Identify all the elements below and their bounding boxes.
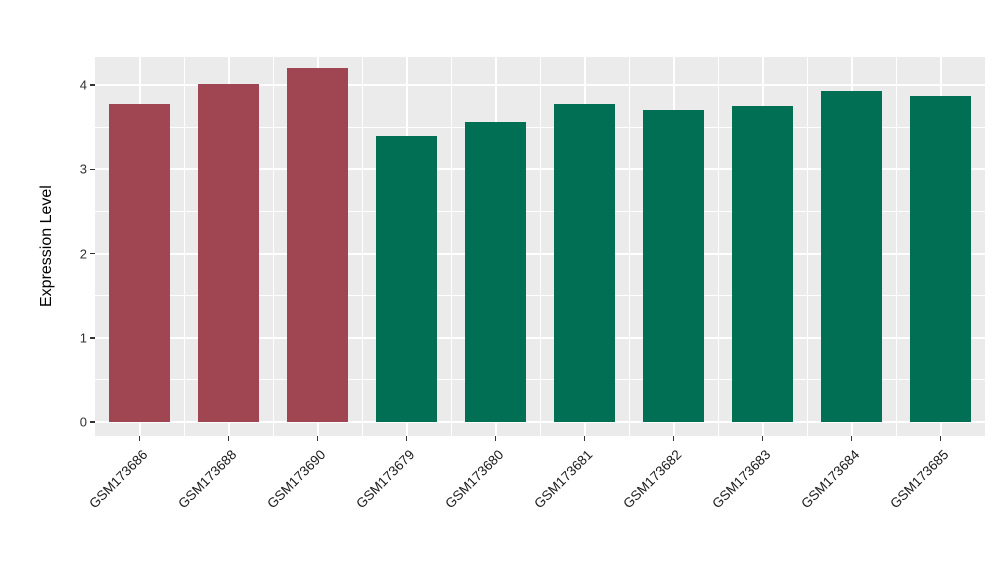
x-tick-mark xyxy=(494,436,497,441)
x-tick-mark xyxy=(138,436,141,441)
bar-GSM173683 xyxy=(732,106,793,422)
x-tick-mark xyxy=(939,436,942,441)
x-tick-label-GSM173683: GSM173683 xyxy=(708,447,774,512)
y-tick-mark xyxy=(90,252,95,255)
y-tick-label: 0 xyxy=(79,414,87,430)
gridline-vertical-minor xyxy=(628,57,630,436)
x-tick-label-GSM173680: GSM173680 xyxy=(441,447,507,512)
x-tick-mark xyxy=(405,436,408,441)
y-axis-title: Expression Level xyxy=(38,185,55,308)
plot-panel xyxy=(95,57,985,436)
x-tick-label-GSM173684: GSM173684 xyxy=(797,447,863,512)
bar-GSM173690 xyxy=(287,68,348,422)
x-tick-mark xyxy=(227,436,230,441)
x-tick-label-GSM173685: GSM173685 xyxy=(886,447,952,512)
bar-GSM173684 xyxy=(821,91,882,422)
y-tick-label: 4 xyxy=(79,77,87,93)
gridline-vertical-minor xyxy=(272,57,274,436)
bar-GSM173680 xyxy=(465,122,526,422)
gridline-vertical-minor xyxy=(361,57,363,436)
bar-GSM173685 xyxy=(910,96,971,422)
x-tick-label-GSM173686: GSM173686 xyxy=(85,447,151,512)
bar-GSM173681 xyxy=(554,103,615,422)
x-tick-mark xyxy=(672,436,675,441)
x-tick-label-GSM173681: GSM173681 xyxy=(530,447,596,512)
y-tick-mark xyxy=(90,421,95,423)
x-tick-label-GSM173690: GSM173690 xyxy=(263,447,329,512)
x-tick-mark xyxy=(583,436,586,441)
y-tick-label: 2 xyxy=(79,246,87,262)
x-tick-label-GSM173682: GSM173682 xyxy=(619,447,685,512)
y-tick-label: 1 xyxy=(79,330,87,346)
gridline-vertical-minor xyxy=(806,57,808,436)
gridline-vertical-minor xyxy=(895,57,897,436)
bar-GSM173679 xyxy=(376,135,437,422)
x-tick-mark xyxy=(316,436,319,441)
y-tick-mark xyxy=(90,84,95,86)
gridline-vertical-minor xyxy=(717,57,719,436)
x-tick-label-GSM173688: GSM173688 xyxy=(174,447,240,512)
y-tick-mark xyxy=(90,337,95,339)
gridline-vertical-minor xyxy=(539,57,541,436)
bar-GSM173682 xyxy=(643,110,704,422)
gridline-vertical-minor xyxy=(450,57,452,436)
y-tick-mark xyxy=(90,168,95,171)
x-tick-mark xyxy=(850,436,853,441)
x-tick-label-GSM173679: GSM173679 xyxy=(352,447,418,512)
bar-GSM173686 xyxy=(109,103,170,422)
gridline-vertical-minor xyxy=(183,57,185,436)
bar-GSM173688 xyxy=(198,84,259,422)
x-tick-mark xyxy=(761,436,764,441)
y-tick-label: 3 xyxy=(79,161,87,177)
